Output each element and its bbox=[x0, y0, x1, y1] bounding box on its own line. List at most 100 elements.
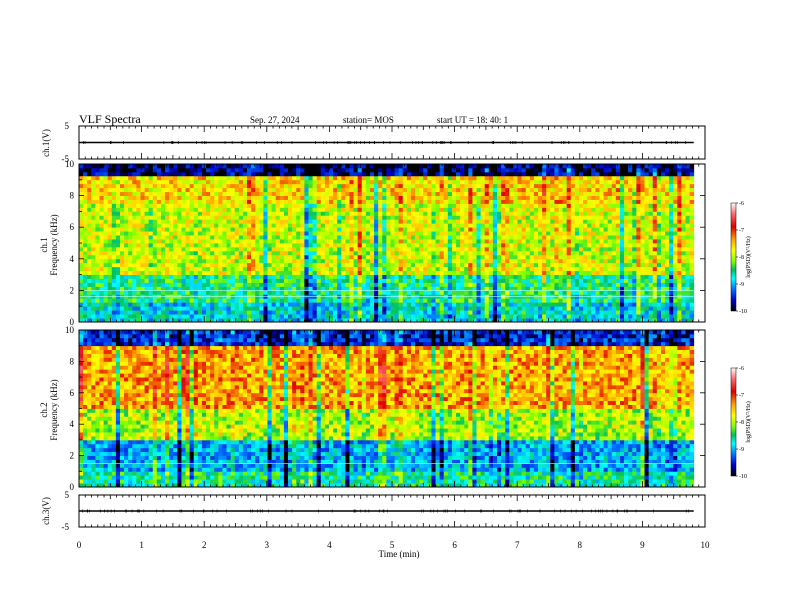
ch1-spectrogram-cell bbox=[189, 179, 195, 185]
ch1-spectrogram-cell bbox=[492, 211, 498, 216]
ch1-spectrogram-cell bbox=[398, 223, 404, 228]
ch1-spectrogram-cell bbox=[83, 270, 88, 275]
ch1-spectrogram-cell bbox=[156, 318, 162, 323]
ch1-spectrogram-cell bbox=[218, 179, 223, 185]
ch1-spectrogram-cell bbox=[447, 270, 453, 275]
ch1-spectrogram-cell bbox=[538, 254, 543, 260]
ch1-spectrogram-cell bbox=[554, 167, 559, 173]
ch1-spectrogram-cell bbox=[550, 171, 555, 177]
ch1-spectrogram-cell bbox=[288, 203, 293, 208]
ch1-spectrogram-cell bbox=[554, 171, 559, 177]
ch1-spectrogram-cell bbox=[165, 227, 170, 232]
ch1-spectrogram-cell bbox=[132, 298, 137, 303]
ch1-spectrogram-cell bbox=[226, 171, 232, 177]
ch1-spectrogram-cell bbox=[488, 231, 494, 236]
ch1-spectrogram-cell bbox=[197, 286, 203, 291]
ch1-spectrogram-cell bbox=[87, 231, 92, 236]
ch1-spectrogram-cell bbox=[349, 246, 354, 252]
ch1-spectrogram-cell bbox=[509, 223, 514, 228]
ch1-spectrogram-cell bbox=[468, 167, 473, 173]
ch1-spectrogram-cell bbox=[242, 266, 248, 272]
ch1-spectrogram-cell bbox=[218, 286, 223, 291]
ch1-spectrogram-cell bbox=[210, 254, 215, 260]
ch1-spectrogram-cell bbox=[128, 191, 133, 196]
ch1-spectrogram-cell bbox=[136, 302, 141, 307]
ch1-spectrogram-cell bbox=[140, 270, 145, 275]
ch1-spectrogram-cell bbox=[165, 278, 170, 283]
ch1-spectrogram-cell bbox=[464, 278, 469, 283]
ch1-spectrogram-cell bbox=[230, 231, 236, 236]
ch1-spectrogram-cell bbox=[144, 231, 150, 236]
ch1-spectrogram-cell bbox=[189, 175, 195, 181]
ch1-spectrogram-cell bbox=[160, 219, 166, 224]
ch1-spectrogram-cell bbox=[435, 223, 441, 228]
ch1-spectrogram-cell bbox=[83, 179, 88, 185]
ch1-spectrogram-cell bbox=[165, 187, 170, 193]
ch1-spectrogram-cell bbox=[238, 274, 244, 279]
ch1-spectrogram-cell bbox=[484, 282, 490, 287]
ch1-spectrogram-cell bbox=[488, 195, 494, 200]
ch1-spectrogram-cell bbox=[464, 298, 469, 303]
ch1-spectrogram-cell bbox=[99, 270, 104, 275]
ch1-spectrogram-cell bbox=[570, 254, 576, 260]
ch1-spectrogram-cell bbox=[443, 278, 449, 283]
ch1-spectrogram-cell bbox=[328, 223, 334, 228]
ch1-spectrogram-cell bbox=[550, 254, 555, 260]
ch1-spectrogram-cell bbox=[226, 270, 232, 275]
ch1-spectrogram-cell bbox=[480, 203, 486, 208]
ch1-spectrogram-cell bbox=[447, 211, 453, 216]
ch1-spectrogram-cell bbox=[501, 298, 506, 303]
ch1-spectrogram-cell bbox=[365, 183, 371, 189]
ch1-spectrogram-cell bbox=[181, 282, 186, 287]
ch1-spectrogram-cell bbox=[447, 318, 453, 323]
ch1-spectrogram-cell bbox=[419, 266, 424, 272]
ch1-spectrogram-cell bbox=[402, 223, 408, 228]
ch1-spectrogram-cell bbox=[497, 167, 502, 173]
ch1-spectrogram-cell bbox=[95, 167, 100, 173]
ch1-spectrogram-cell bbox=[259, 298, 264, 303]
ch1-spectrogram-cell bbox=[316, 266, 322, 272]
ch1-spectrogram-cell bbox=[554, 219, 559, 224]
ch1-spectrogram-cell bbox=[328, 227, 334, 232]
ch1-spectrogram-cell bbox=[152, 215, 158, 220]
ch1-spectrogram-cell bbox=[263, 306, 268, 311]
ch1-spectrogram-cell bbox=[550, 310, 555, 315]
ch1-spectrogram-cell bbox=[447, 250, 453, 256]
ch1-spectrogram-cell bbox=[201, 223, 207, 228]
ch1-spectrogram-cell bbox=[259, 270, 264, 275]
ch1-spectrogram-cell bbox=[398, 266, 404, 272]
ch1-spectrogram-cell bbox=[484, 286, 490, 291]
ch1-spectrogram-cell bbox=[341, 219, 346, 224]
ch1-spectrogram-cell bbox=[148, 266, 154, 272]
ch1-spectrogram-cell bbox=[99, 243, 104, 248]
ch1-spectrogram-cell bbox=[443, 235, 449, 240]
ch1-spectrogram-cell bbox=[345, 207, 350, 212]
ch1-spectrogram-cell bbox=[107, 199, 113, 204]
ch1-spectrogram-cell bbox=[517, 175, 523, 181]
ch1-spectrogram-cell bbox=[558, 298, 563, 303]
ch1-spectrogram-cell bbox=[427, 254, 432, 260]
ch1-spectrogram-cell bbox=[443, 215, 449, 220]
ch1-spectrogram-cell bbox=[419, 164, 424, 169]
ch1-spectrogram-cell bbox=[550, 250, 555, 256]
ch1-spectrogram-cell bbox=[107, 314, 113, 319]
ch1-spectrogram-cell bbox=[345, 298, 350, 303]
ch1-spectrogram-cell bbox=[165, 211, 170, 216]
ch1-spectrogram-cell bbox=[505, 183, 510, 189]
ch1-spectrogram-cell bbox=[566, 167, 572, 173]
ch1-spectrogram-cell bbox=[230, 306, 236, 311]
ch1-spectrogram-cell bbox=[304, 171, 309, 177]
ch1-spectrogram-cell bbox=[402, 199, 408, 204]
ch1-spectrogram-cell bbox=[242, 183, 248, 189]
ch1-spectrogram-cell bbox=[472, 302, 477, 307]
ch1-spectrogram-cell bbox=[460, 183, 465, 189]
ch1-spectrogram-cell bbox=[181, 250, 186, 256]
ch1-spectrogram-cell bbox=[288, 243, 293, 248]
ch1-spectrogram-cell bbox=[226, 243, 232, 248]
ch1-spectrogram-cell bbox=[423, 314, 428, 319]
ch1-spectrogram-cell bbox=[83, 191, 88, 196]
ch1-spectrogram-cell bbox=[156, 223, 162, 228]
ch1-spectrogram-cell bbox=[206, 298, 211, 303]
ch1-spectrogram-cell bbox=[136, 286, 141, 291]
ch1-spectrogram-cell bbox=[242, 199, 248, 204]
